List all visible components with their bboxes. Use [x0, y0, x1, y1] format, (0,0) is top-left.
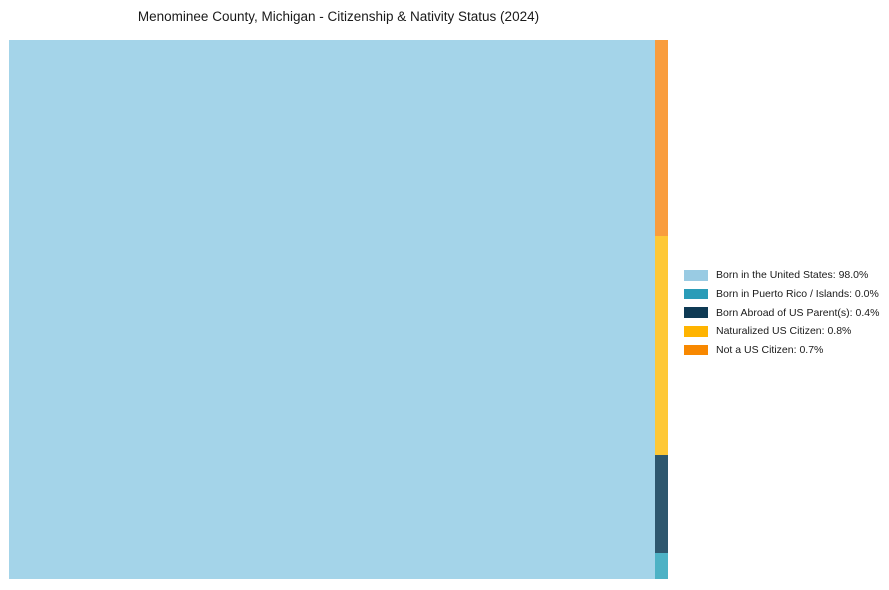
- legend: Born in the United States: 98.0% Born in…: [684, 266, 879, 359]
- legend-swatch-born-abroad: [684, 307, 708, 318]
- legend-swatch-naturalized: [684, 326, 708, 337]
- legend-label-not-a-citizen: Not a US Citizen: 0.7%: [716, 344, 824, 357]
- legend-swatch-not-a-citizen: [684, 344, 708, 356]
- treemap-segment-born-abroad-of-us-parents: [655, 455, 668, 553]
- legend-swatch-born-in-puerto-rico: [684, 288, 708, 300]
- legend-item-not-a-citizen: Not a US Citizen: 0.7%: [684, 341, 879, 360]
- legend-item-born-in-us: Born in the United States: 98.0%: [684, 266, 879, 285]
- legend-label-born-in-puerto-rico: Born in Puerto Rico / Islands: 0.0%: [716, 288, 879, 301]
- legend-label-born-in-us: Born in the United States: 98.0%: [716, 269, 869, 282]
- legend-item-born-in-puerto-rico: Born in Puerto Rico / Islands: 0.0%: [684, 285, 879, 304]
- treemap-segment-not-a-us-citizen: [655, 40, 668, 236]
- treemap-segment-naturalized-us-citizen: [655, 236, 668, 455]
- legend-label-naturalized: Naturalized US Citizen: 0.8%: [716, 325, 852, 338]
- legend-item-born-abroad: Born Abroad of US Parent(s): 0.4%: [684, 303, 879, 322]
- legend-label-born-abroad: Born Abroad of US Parent(s): 0.4%: [716, 306, 880, 319]
- legend-item-naturalized: Naturalized US Citizen: 0.8%: [684, 322, 879, 341]
- treemap-segment-born-in-us: [9, 40, 655, 579]
- treemap-segment-born-in-puerto-rico-islands: [655, 553, 668, 579]
- legend-swatch-born-in-us: [684, 270, 708, 281]
- chart-title: Menominee County, Michigan - Citizenship…: [137, 9, 540, 24]
